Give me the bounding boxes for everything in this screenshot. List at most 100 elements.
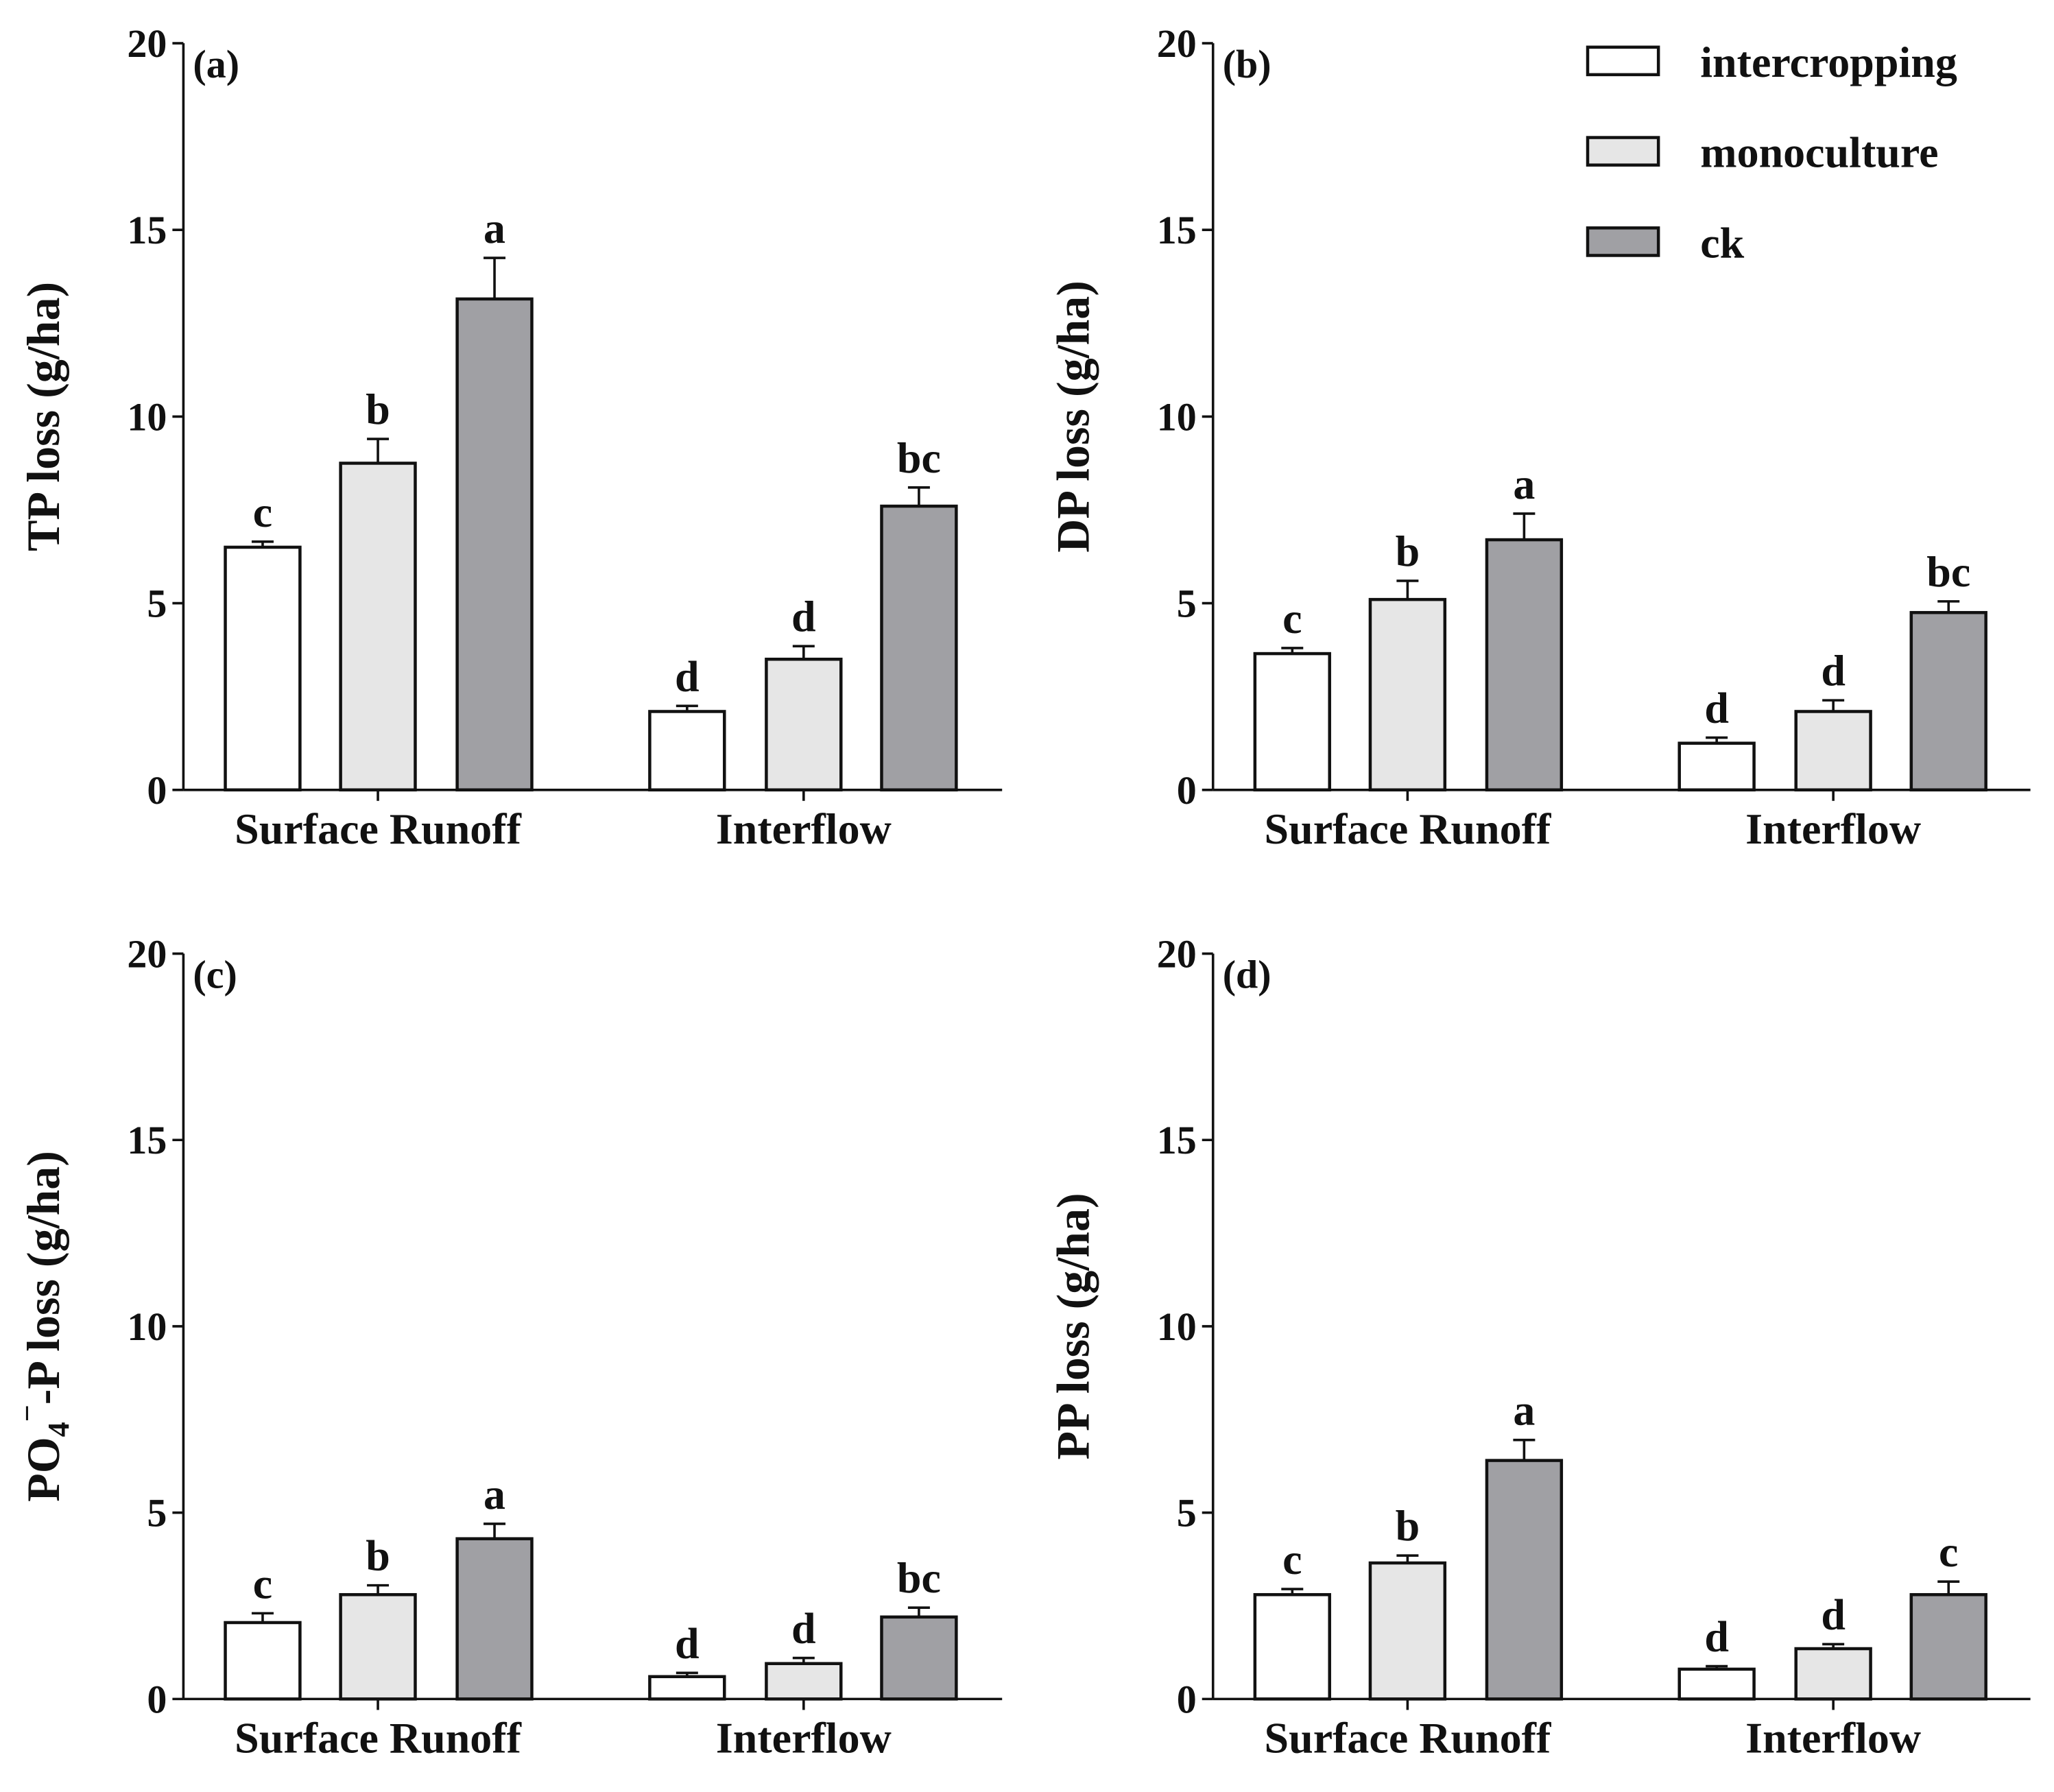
y-axis-title: TP loss (g/ha) bbox=[17, 282, 69, 551]
bar-intercropping bbox=[1677, 1667, 1756, 1701]
bar-intercropping bbox=[224, 1621, 302, 1701]
y-tick-label: 5 bbox=[1177, 582, 1197, 626]
panel-label: (b) bbox=[1223, 42, 1271, 86]
x-category-label: Surface Runoff bbox=[235, 1713, 521, 1762]
legend-label: ck bbox=[1700, 218, 1744, 267]
bar-ck bbox=[880, 504, 958, 792]
significance-letter: d bbox=[1704, 684, 1729, 732]
x-category-label: Surface Runoff bbox=[235, 804, 521, 853]
significance-letter: d bbox=[675, 1618, 700, 1667]
bar-monoculture bbox=[1794, 1647, 1872, 1701]
y-tick-label: 10 bbox=[127, 1304, 167, 1349]
y-tick-label: 20 bbox=[1157, 932, 1197, 977]
bar-monoculture bbox=[339, 462, 417, 792]
significance-letter: a bbox=[1513, 459, 1535, 508]
x-category-label: Interflow bbox=[716, 1713, 892, 1762]
y-tick-label: 15 bbox=[127, 208, 167, 252]
legend-swatch bbox=[1586, 136, 1660, 167]
significance-letter: a bbox=[1513, 1386, 1535, 1435]
bar-intercropping bbox=[1677, 741, 1756, 792]
legend-swatch bbox=[1586, 45, 1660, 77]
bar-monoculture bbox=[1368, 1561, 1447, 1701]
bar-ck bbox=[1909, 1592, 1987, 1701]
x-category-label: Interflow bbox=[1745, 804, 1921, 853]
bar-ck bbox=[455, 297, 534, 792]
bar-monoculture bbox=[1368, 597, 1447, 792]
y-tick-label: 20 bbox=[127, 21, 167, 66]
y-tick-label: 5 bbox=[1177, 1491, 1197, 1536]
significance-letter: b bbox=[366, 385, 390, 433]
y-tick-label: 0 bbox=[1177, 1677, 1197, 1721]
y-axis-title: PO4−-P loss (g/ha) bbox=[10, 1151, 75, 1502]
bar-monoculture bbox=[339, 1592, 417, 1701]
x-category-label: Interflow bbox=[716, 804, 892, 853]
panel-label: (a) bbox=[193, 42, 239, 86]
significance-letter: d bbox=[791, 1604, 816, 1653]
bar-intercropping bbox=[648, 710, 726, 792]
legend: intercropping monoculture ck bbox=[1586, 38, 1957, 267]
y-tick-label: 10 bbox=[1157, 394, 1197, 439]
significance-letter: d bbox=[1821, 646, 1846, 695]
bar-ck bbox=[455, 1537, 534, 1701]
y-axis-title: DP loss (g/ha) bbox=[1047, 280, 1099, 553]
bar-monoculture bbox=[765, 1662, 843, 1701]
y-axis-title: PP loss (g/ha) bbox=[1047, 1193, 1099, 1459]
y-tick-label: 15 bbox=[1157, 208, 1197, 252]
y-axis-title-rest: -P loss (g/ha) bbox=[17, 1151, 69, 1405]
significance-letter: b bbox=[1396, 1501, 1420, 1550]
significance-letter: b bbox=[1396, 527, 1420, 575]
legend-swatch bbox=[1586, 226, 1660, 257]
chart-panel-d: 0 5 10 15 20 (d) PP loss (g/ha) Surface Runoff c… bbox=[1047, 932, 2031, 1762]
y-axis-title-main: PO bbox=[17, 1437, 69, 1501]
legend-item-ck: ck bbox=[1586, 218, 1745, 267]
y-tick-label: 0 bbox=[147, 768, 167, 813]
significance-letter: c bbox=[1282, 594, 1302, 643]
y-tick-label: 5 bbox=[147, 582, 167, 626]
significance-letter: d bbox=[791, 592, 816, 641]
y-tick-label: 0 bbox=[147, 1677, 167, 1721]
significance-letter: a bbox=[483, 1470, 505, 1518]
y-tick-label: 20 bbox=[1157, 21, 1197, 66]
x-category-label: Surface Runoff bbox=[1265, 804, 1551, 853]
significance-letter: bc bbox=[897, 433, 941, 482]
legend-item-intercropping: intercropping bbox=[1586, 38, 1957, 86]
significance-letter: d bbox=[1821, 1590, 1846, 1638]
significance-letter: d bbox=[675, 652, 700, 700]
significance-letter: a bbox=[483, 204, 505, 252]
significance-letter: b bbox=[366, 1531, 390, 1580]
chart-panel-c: 0 5 10 15 20 (c) PO4−-P loss (g/ha) Surface Run… bbox=[10, 932, 1003, 1762]
chart-panel-a: 0 5 10 15 20 (a) TP loss (g/ha) Surface Runoff c… bbox=[17, 21, 1003, 853]
y-tick-label: 10 bbox=[1157, 1304, 1197, 1349]
x-category-label: Interflow bbox=[1745, 1713, 1921, 1762]
legend-label: monoculture bbox=[1700, 128, 1938, 177]
bar-intercropping bbox=[1253, 1592, 1331, 1701]
x-category-label: Surface Runoff bbox=[1265, 1713, 1551, 1762]
panel-label: (d) bbox=[1223, 953, 1271, 997]
bar-ck bbox=[1485, 538, 1564, 792]
bar-ck bbox=[1485, 1459, 1564, 1701]
significance-letter: c bbox=[253, 1559, 272, 1608]
y-axis-title-sup: − bbox=[10, 1405, 44, 1422]
chart-panel-b: 0 5 10 15 20 (b) DP loss (g/ha) Surface Runoff c… bbox=[1047, 21, 2031, 853]
legend-item-monoculture: monoculture bbox=[1586, 128, 1939, 177]
significance-letter: d bbox=[1704, 1612, 1729, 1661]
y-tick-label: 20 bbox=[127, 932, 167, 977]
legend-label: intercropping bbox=[1700, 38, 1957, 86]
y-tick-label: 5 bbox=[147, 1491, 167, 1536]
y-tick-label: 0 bbox=[1177, 768, 1197, 813]
significance-letter: c bbox=[253, 488, 272, 536]
y-tick-label: 15 bbox=[1157, 1118, 1197, 1162]
bar-intercropping bbox=[1253, 652, 1331, 792]
y-tick-label: 15 bbox=[127, 1118, 167, 1162]
bar-intercropping bbox=[648, 1675, 726, 1701]
significance-letter: c bbox=[1939, 1527, 1958, 1576]
y-tick-label: 10 bbox=[127, 394, 167, 439]
bar-monoculture bbox=[1794, 710, 1872, 792]
y-axis-title-sub: 4 bbox=[42, 1422, 75, 1437]
bar-ck bbox=[880, 1615, 958, 1701]
bar-intercropping bbox=[224, 545, 302, 792]
significance-letter: c bbox=[1282, 1535, 1302, 1584]
panels: 0 5 10 15 20 (a) TP loss (g/ha) Surface Runoff c… bbox=[10, 21, 2031, 1762]
significance-letter: bc bbox=[897, 1553, 941, 1602]
